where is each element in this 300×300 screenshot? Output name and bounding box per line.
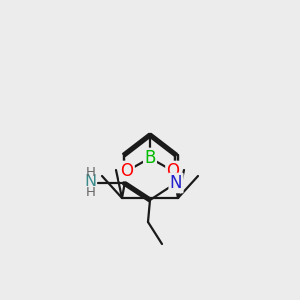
Text: O: O <box>167 162 179 180</box>
Text: B: B <box>144 149 156 167</box>
Text: H: H <box>86 166 96 178</box>
Text: O: O <box>121 162 134 180</box>
Text: N: N <box>170 174 182 192</box>
Text: N: N <box>84 175 96 190</box>
Text: H: H <box>86 185 96 199</box>
